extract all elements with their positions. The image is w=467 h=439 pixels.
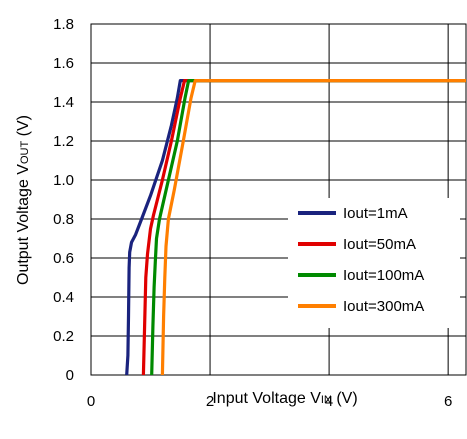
x-axis-title-main: Input Voltage V [212,390,321,407]
y-tick-label: 0.2 [53,328,74,345]
x-axis-title: Input Voltage VIN (V) [212,390,357,407]
y-tick-label: 0.8 [53,211,74,228]
legend-label-3: Iout=100mA [343,267,424,284]
y-axis-title-unit: (V) [15,115,32,141]
series-line-4 [160,79,466,376]
x-tick-label: 2 [206,393,214,410]
legend-label-2: Iout=50mA [343,236,416,253]
y-tick-label: 0 [66,367,74,384]
tick-labels: 0 0.2 0.4 0.6 0.8 1.0 1.2 1.4 1.6 1.8 0 2 4 6 [53,16,452,410]
x-tick-label: 6 [444,393,452,410]
y-axis-title: Output Voltage VOUT (V) [15,115,32,285]
legend: Iout=1mA Iout=50mA Iout=100mA Iout=300mA [288,198,460,328]
y-axis-title-sub: OUT [19,141,31,165]
y-tick-label: 0.6 [53,250,74,267]
x-axis-title-unit: (V) [332,390,358,407]
x-axis-title-sub: IN [321,394,332,406]
y-tick-label: 1.2 [53,133,74,150]
series-line-2 [141,79,466,376]
series-layer [125,79,466,376]
x-tick-label: 0 [87,393,95,410]
legend-label-4: Iout=300mA [343,298,424,315]
y-axis-title-main: Output Voltage V [15,164,32,285]
y-tick-label: 1.0 [53,172,74,189]
series-line-1 [125,79,466,376]
y-tick-label: 0.4 [53,289,74,306]
legend-label-1: Iout=1mA [343,205,408,222]
y-tick-label: 1.6 [53,55,74,72]
series-line-3 [150,79,466,376]
y-tick-label: 1.4 [53,94,74,111]
y-tick-label: 1.8 [53,16,74,33]
x-tick-label: 4 [325,393,333,410]
